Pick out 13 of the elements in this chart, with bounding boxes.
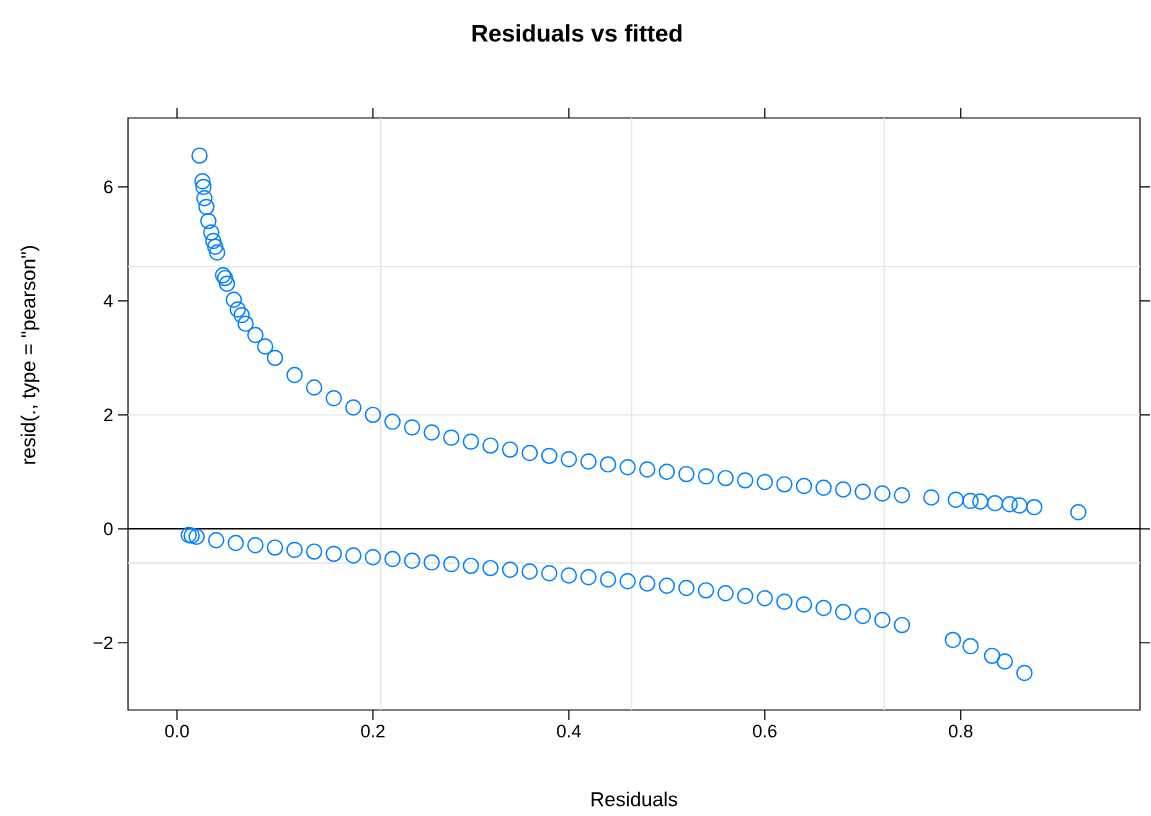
y-tick-label: 2	[104, 408, 113, 422]
x-tick-label: 0.6	[753, 724, 777, 738]
x-tick-label: 0.0	[165, 724, 189, 738]
x-tick-label: 0.2	[361, 724, 385, 738]
y-tick-label: 6	[104, 180, 113, 194]
x-tick-label: 0.8	[948, 724, 973, 738]
y-tick-label: 4	[103, 294, 113, 308]
y-axis-title: resid(., type = "pearson")	[20, 246, 40, 464]
y-tick-label: 0	[104, 522, 113, 536]
y-tick-label: −2	[93, 636, 113, 650]
x-axis-title: Residuals	[591, 791, 678, 807]
x-tick-label: 0.4	[557, 724, 581, 738]
chart-title: Residuals vs fitted	[472, 24, 682, 42]
